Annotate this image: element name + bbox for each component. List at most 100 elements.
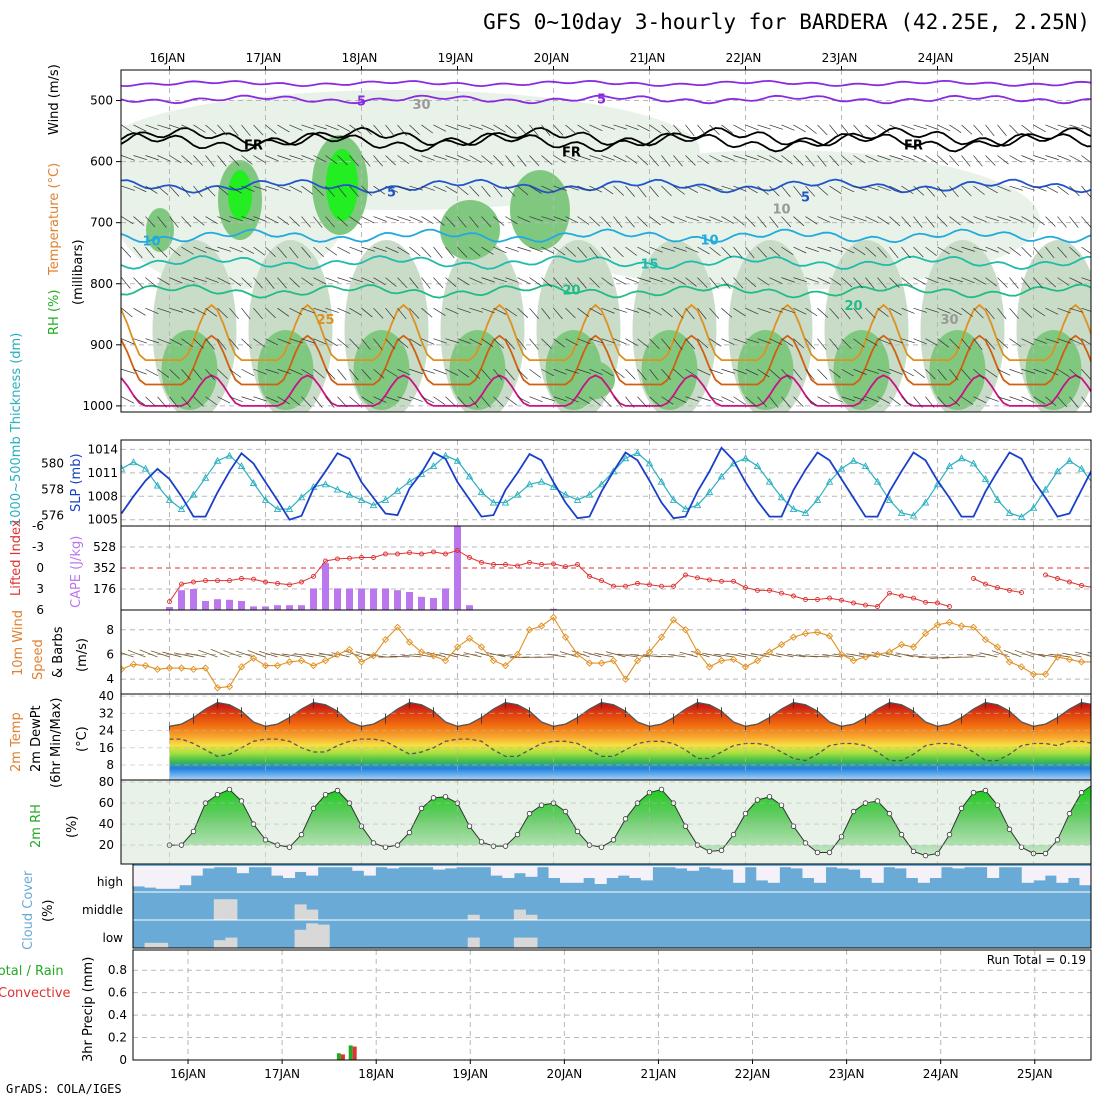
lifted-index-point [443, 551, 448, 557]
wind-speed-point [405, 638, 414, 646]
y-tick-label: 32 [99, 706, 114, 720]
wind-barb [229, 246, 243, 253]
y-tick-label: 20 [99, 838, 114, 852]
wind-barb [1033, 396, 1046, 405]
wind-barb [821, 654, 842, 658]
rh-ylabel: 2m RH [29, 804, 44, 848]
wind-barb [985, 185, 998, 194]
wind-barb [433, 185, 447, 192]
wind-barb [1045, 185, 1058, 194]
wind-speed-point [993, 643, 1002, 651]
cloud-cell-high [536, 866, 550, 868]
wind-barb [343, 650, 362, 658]
cloud-cell-high [144, 866, 157, 888]
wind-barb [541, 124, 551, 137]
wind-barb [421, 338, 435, 345]
y-tick-label: 40 [99, 817, 114, 831]
wind-barb [169, 338, 183, 346]
wind-barb [349, 185, 359, 197]
wind-barb [529, 368, 541, 378]
y-tick-label-right: 1014 [87, 442, 118, 456]
rh-region-saturated [228, 170, 252, 220]
wind-barb [193, 185, 203, 198]
wind-barb [961, 277, 975, 284]
cloud-cell-high [837, 866, 850, 869]
wind-barb [769, 155, 782, 163]
wind-barb [169, 307, 183, 313]
wind-barb [217, 307, 228, 319]
wind-barb [757, 155, 771, 162]
lifted-index-point [875, 604, 880, 609]
wind-barb [805, 246, 819, 253]
wind-barb [301, 124, 315, 130]
wind-barb [630, 654, 650, 658]
wind-barb [973, 396, 987, 404]
wind-barb [541, 246, 555, 254]
cloud-cell-high [410, 866, 423, 868]
wind-barb [181, 185, 191, 198]
wind-barb [697, 124, 707, 136]
wind-speed-point [477, 643, 486, 651]
x-tick-label-bottom: 18JAN [358, 1067, 394, 1081]
wind-barb [793, 246, 807, 254]
wind-barb [781, 307, 795, 314]
wind-barb [409, 307, 420, 319]
wind-speed-point [249, 654, 258, 662]
wind-barb [697, 216, 711, 222]
cloud-cell-high [756, 866, 769, 881]
wind-barb [1033, 185, 1047, 192]
cloud-cell-high [802, 866, 815, 878]
contour-label: 10 [142, 234, 160, 249]
wind-barb [553, 368, 567, 375]
wind-barb [481, 185, 491, 198]
cloud-cell [294, 929, 307, 948]
wind-barb [1014, 650, 1034, 658]
wind-barb [757, 216, 767, 228]
rh-point [970, 789, 977, 796]
wind-barb [745, 396, 757, 407]
wind-speed-point [813, 628, 822, 636]
wind-speed-point [621, 675, 630, 683]
wind-barb [937, 396, 948, 408]
wind-ylabel-part: Speed [31, 639, 46, 680]
wind-barb [673, 307, 684, 319]
wind-barb [529, 396, 543, 403]
wind-barb [769, 216, 779, 228]
wind-barb [121, 368, 135, 374]
wind-barb [373, 338, 383, 350]
wind-speed-point [441, 657, 450, 665]
wind-barb [889, 368, 903, 375]
lifted-index-point [383, 551, 388, 557]
cloud-cell-high [306, 866, 319, 876]
wind-barb [709, 396, 723, 402]
wind-speed-point [369, 652, 378, 660]
wind-barb [721, 338, 735, 345]
wind-barb [721, 155, 735, 161]
cloud-cell-high [744, 866, 757, 868]
cloud-cell-high [987, 866, 1000, 878]
ylabel-part: Wind (m/s) [47, 64, 62, 135]
wind-speed-point [645, 648, 654, 656]
wind-speed-point [573, 650, 582, 659]
thickness-point [909, 511, 918, 519]
wind-barb [697, 246, 710, 255]
y-tick-label-right: 1008 [87, 489, 118, 503]
wind-barb [313, 155, 327, 163]
wind-barb [217, 155, 227, 167]
precip-legend-total: Total / Rain [0, 964, 64, 979]
wind-barb [1069, 185, 1080, 197]
wind-barb [253, 124, 264, 136]
cloud-cell-high [283, 866, 296, 878]
wind-barb [265, 368, 279, 374]
rh-region-moist [565, 360, 615, 400]
wind-barb [661, 369, 672, 380]
wind-barb [601, 246, 611, 259]
cloud-cell-high [1079, 866, 1092, 886]
wind-speed-point [1017, 663, 1026, 671]
wind-speed-point [393, 623, 402, 631]
thickness-point [165, 495, 174, 503]
wind-barb [457, 277, 470, 286]
wind-speed-point [597, 659, 606, 667]
thickness-point [141, 464, 150, 472]
wind-barb [349, 216, 362, 225]
